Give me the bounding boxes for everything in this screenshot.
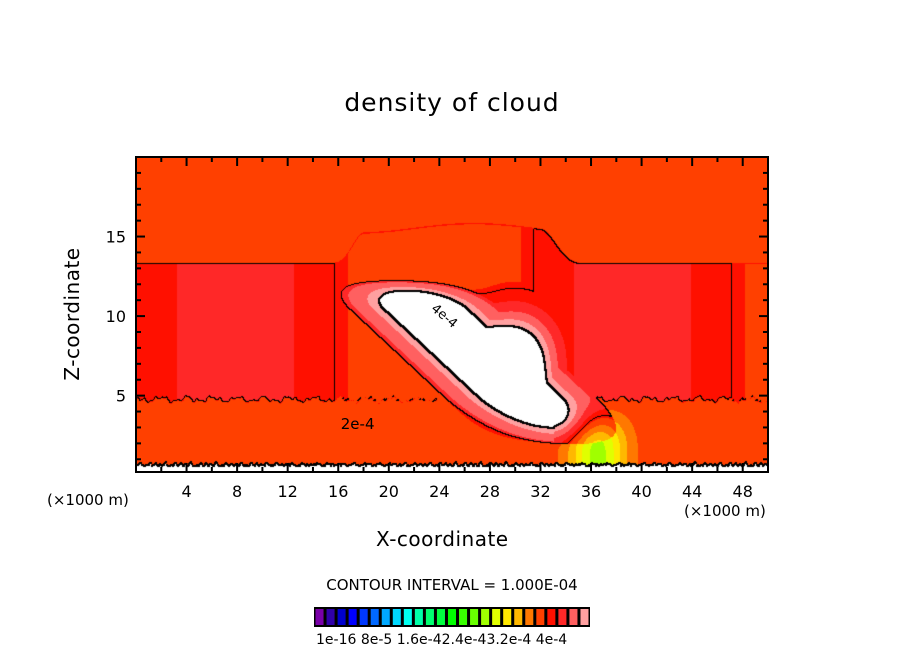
- colorbar-swatch: [459, 609, 468, 625]
- x-tick-label: 32: [530, 482, 550, 501]
- colorbar-swatch: [414, 609, 423, 625]
- x-tick-label: 8: [232, 482, 242, 501]
- contour-interval-text: CONTOUR INTERVAL = 1.000E-04: [326, 576, 578, 594]
- colorbar-tick-labels: 1e-16 8e-5 1.6e-42.4e-43.2e-4 4e-4: [316, 632, 568, 648]
- x-tick-label: 16: [328, 482, 348, 501]
- colorbar-swatch: [569, 609, 578, 625]
- colorbar-swatch: [481, 609, 490, 625]
- x-axis-label: X-coordinate: [376, 527, 509, 551]
- x-tick-label: 20: [379, 482, 399, 501]
- colorbar-frame: [314, 607, 590, 627]
- y-tick-label: 5: [116, 387, 126, 406]
- y-tick-label: 15: [106, 228, 126, 247]
- contour-label-4e-4: 4e-4: [428, 301, 460, 331]
- colorbar-swatch: [547, 609, 556, 625]
- colorbar-swatch: [370, 609, 379, 625]
- colorbar-swatch: [503, 609, 512, 625]
- x-tick-label: 12: [278, 482, 298, 501]
- x-tick-label: 4: [181, 482, 191, 501]
- colorbar-swatch: [337, 609, 346, 625]
- colorbar-swatch: [514, 609, 523, 625]
- x-axis-unit-left: (×1000 m): [47, 491, 129, 509]
- colorbar-swatch: [470, 609, 479, 625]
- colorbar-swatch: [315, 609, 324, 625]
- x-tick-label: 28: [480, 482, 500, 501]
- colorbar: [314, 607, 590, 627]
- colorbar-swatch: [326, 609, 335, 625]
- colorbar-swatch: [492, 609, 501, 625]
- colorbar-swatch: [392, 609, 401, 625]
- x-axis-unit-right: (×1000 m): [684, 502, 766, 520]
- colorbar-swatch: [403, 609, 412, 625]
- colorbar-swatch: [381, 609, 390, 625]
- colorbar-swatch: [425, 609, 434, 625]
- plot-frame: [135, 156, 769, 473]
- x-tick-label: 40: [631, 482, 651, 501]
- contour-field: [136, 157, 768, 472]
- colorbar-swatch: [558, 609, 567, 625]
- contour-label-2e-4: 2e-4: [341, 415, 375, 433]
- x-tick-label: 44: [682, 482, 702, 501]
- colorbar-swatch: [580, 609, 589, 625]
- colorbar-swatch: [436, 609, 445, 625]
- colorbar-swatch: [359, 609, 368, 625]
- colorbar-swatch: [525, 609, 534, 625]
- x-tick-label: 24: [429, 482, 449, 501]
- y-tick-label: 10: [106, 307, 126, 326]
- colorbar-swatch: [447, 609, 457, 625]
- x-tick-label: 48: [733, 482, 753, 501]
- colorbar-swatch: [348, 609, 357, 625]
- y-axis-label: Z-coordinate: [60, 247, 84, 381]
- chart-title: density of cloud: [344, 88, 560, 117]
- x-tick-label: 36: [581, 482, 601, 501]
- colorbar-swatch: [536, 609, 545, 625]
